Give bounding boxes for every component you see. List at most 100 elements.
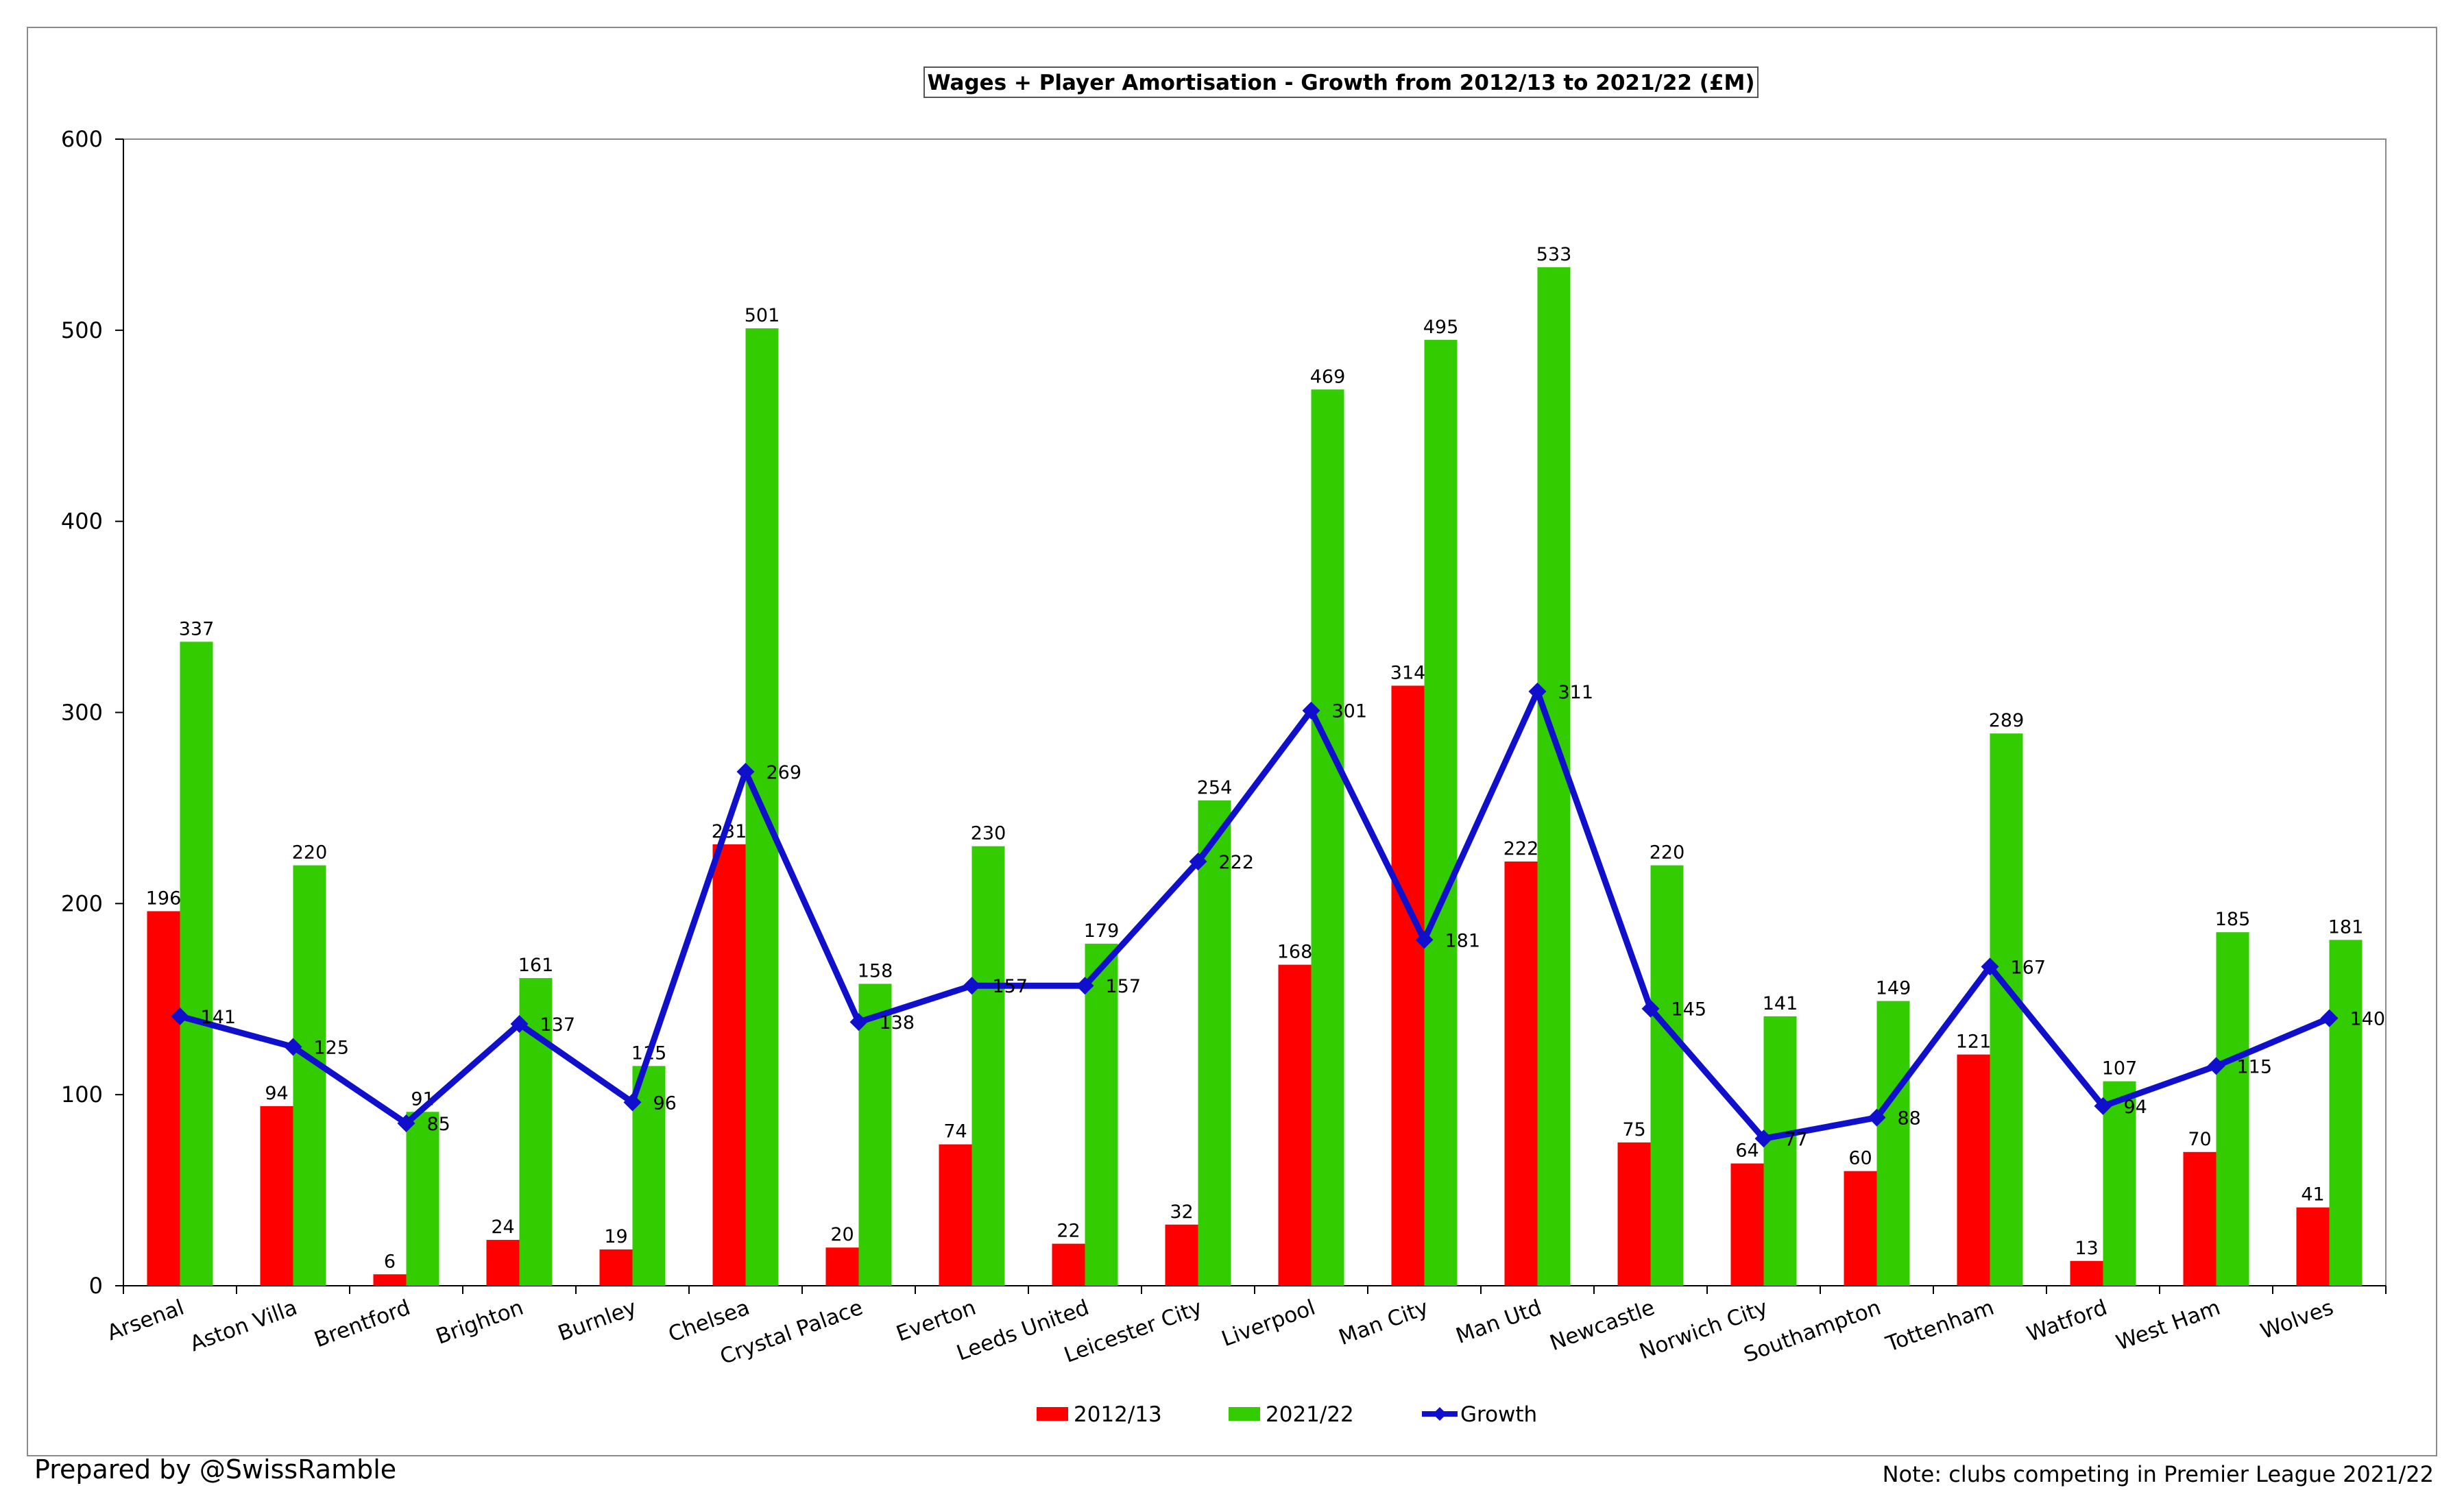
bar-label-2012-13: 24 — [491, 1217, 514, 1238]
growth-label: 157 — [993, 976, 1028, 997]
category-label: Aston Villa — [186, 1295, 300, 1357]
growth-label: 137 — [540, 1014, 576, 1036]
bar-2021-22 — [858, 984, 892, 1286]
growth-label: 181 — [1445, 930, 1481, 951]
bar-label-2012-13: 64 — [1735, 1140, 1759, 1162]
growth-line — [179, 688, 2331, 1142]
growth-marker — [623, 1093, 642, 1112]
category-label: Man City — [1336, 1295, 1432, 1350]
bar-label-2021-22: 181 — [2328, 916, 2364, 938]
bar-2012-13 — [1391, 685, 1425, 1286]
outer-frame — [27, 27, 2437, 1456]
legend-swatch-2021-22 — [1229, 1407, 1260, 1421]
bar-label-2021-22: 254 — [1197, 777, 1233, 798]
growth-marker — [1868, 1108, 1886, 1127]
growth-marker — [2094, 1097, 2112, 1115]
bar-2012-13 — [939, 1144, 972, 1286]
bar-label-2021-22: 185 — [2215, 909, 2251, 930]
growth-marker — [963, 977, 981, 995]
growth-label: 140 — [2350, 1009, 2386, 1030]
bar-2021-22 — [1311, 389, 1344, 1286]
plot-area-border — [123, 138, 2387, 1286]
growth-label: 167 — [2011, 957, 2046, 978]
bar-label-2021-22: 501 — [745, 305, 780, 326]
bar-2012-13 — [712, 844, 746, 1286]
growth-marker — [736, 762, 755, 781]
legend-label-2021-22: 2021/22 — [1266, 1402, 1354, 1427]
bar-2012-13 — [825, 1247, 859, 1286]
y-tick-label: 400 — [61, 509, 103, 535]
growth-marker — [171, 1007, 189, 1025]
bar-label-2021-22: 230 — [971, 823, 1006, 844]
bar-label-2021-22: 337 — [179, 618, 215, 639]
bar-2012-13 — [1617, 1142, 1651, 1286]
category-label: Watford — [2024, 1295, 2111, 1347]
y-tick-label: 500 — [61, 317, 103, 343]
bar-label-2021-22: 158 — [858, 960, 893, 981]
category-label: Burnley — [555, 1295, 640, 1346]
bar-2021-22 — [1990, 733, 2023, 1286]
growth-marker — [1076, 977, 1094, 995]
bar-2021-22 — [2103, 1081, 2136, 1286]
bar-label-2012-13: 222 — [1503, 838, 1539, 859]
bar-2012-13 — [373, 1274, 407, 1286]
bar-label-2012-13: 196 — [146, 888, 182, 909]
note-text: Note: clubs competing in Premier League … — [1882, 1461, 2434, 1487]
bar-label-2021-22: 469 — [1310, 366, 1346, 387]
bar-label-2012-13: 74 — [943, 1121, 967, 1143]
y-tick-label: 100 — [61, 1082, 103, 1108]
bar-label-2021-22: 533 — [1536, 244, 1572, 265]
growth-label: 85 — [427, 1114, 450, 1135]
category-label: Liverpool — [1218, 1295, 1318, 1352]
y-tick-label: 600 — [61, 126, 103, 152]
growth-label: 115 — [2237, 1056, 2273, 1077]
bar-2012-13 — [1730, 1163, 1764, 1286]
bar-label-2021-22: 141 — [1763, 993, 1798, 1014]
credit-text: Prepared by @SwissRamble — [34, 1454, 397, 1485]
bar-2012-13 — [2183, 1151, 2217, 1286]
bar-2021-22 — [1763, 1016, 1797, 1286]
growth-label: 222 — [1219, 852, 1255, 873]
growth-marker — [1302, 701, 1320, 720]
category-label: Arsenal — [104, 1295, 188, 1346]
bar-label-2012-13: 19 — [604, 1226, 627, 1247]
bar-2012-13 — [599, 1249, 633, 1286]
bar-2021-22 — [1085, 943, 1118, 1286]
bar-label-2012-13: 20 — [830, 1224, 854, 1245]
growth-marker — [284, 1038, 302, 1056]
growth-label: 157 — [1106, 976, 1142, 997]
bar-label-2021-22: 289 — [1989, 710, 2025, 731]
bar-label-2021-22: 495 — [1423, 317, 1459, 338]
bar-label-2012-13: 22 — [1056, 1221, 1080, 1242]
bar-2021-22 — [1198, 800, 1231, 1286]
legend-label-growth: Growth — [1460, 1402, 1537, 1427]
bar-label-2012-13: 6 — [384, 1251, 396, 1272]
growth-label: 88 — [1898, 1108, 1921, 1129]
legend-swatch-growth-marker — [1433, 1407, 1447, 1421]
bar-label-2021-22: 107 — [2102, 1058, 2138, 1079]
category-label: Man Utd — [1453, 1295, 1545, 1349]
y-tick-label: 300 — [61, 700, 103, 726]
bar-2021-22 — [1876, 1001, 1910, 1286]
growth-label: 77 — [1785, 1129, 1808, 1150]
bar-label-2012-13: 32 — [1170, 1201, 1193, 1223]
bar-label-2012-13: 13 — [2075, 1238, 2098, 1259]
bar-2021-22 — [971, 846, 1005, 1286]
category-label: West Ham — [2113, 1295, 2223, 1356]
growth-marker — [2207, 1057, 2225, 1075]
growth-marker — [397, 1114, 415, 1132]
growth-label: 269 — [766, 762, 802, 783]
bar-2021-22 — [293, 865, 326, 1286]
category-label: Wolves — [2258, 1295, 2337, 1344]
bar-label-2012-13: 60 — [1848, 1148, 1872, 1169]
growth-label: 96 — [653, 1092, 677, 1114]
growth-label: 145 — [1671, 999, 1707, 1021]
growth-marker — [1641, 999, 1660, 1018]
bar-label-2012-13: 314 — [1390, 662, 1426, 683]
bar-2012-13 — [1844, 1171, 1877, 1286]
bar-2012-13 — [1504, 861, 1538, 1286]
bar-2012-13 — [1165, 1224, 1198, 1286]
growth-label: 138 — [880, 1012, 915, 1034]
bar-label-2012-13: 168 — [1277, 942, 1313, 963]
